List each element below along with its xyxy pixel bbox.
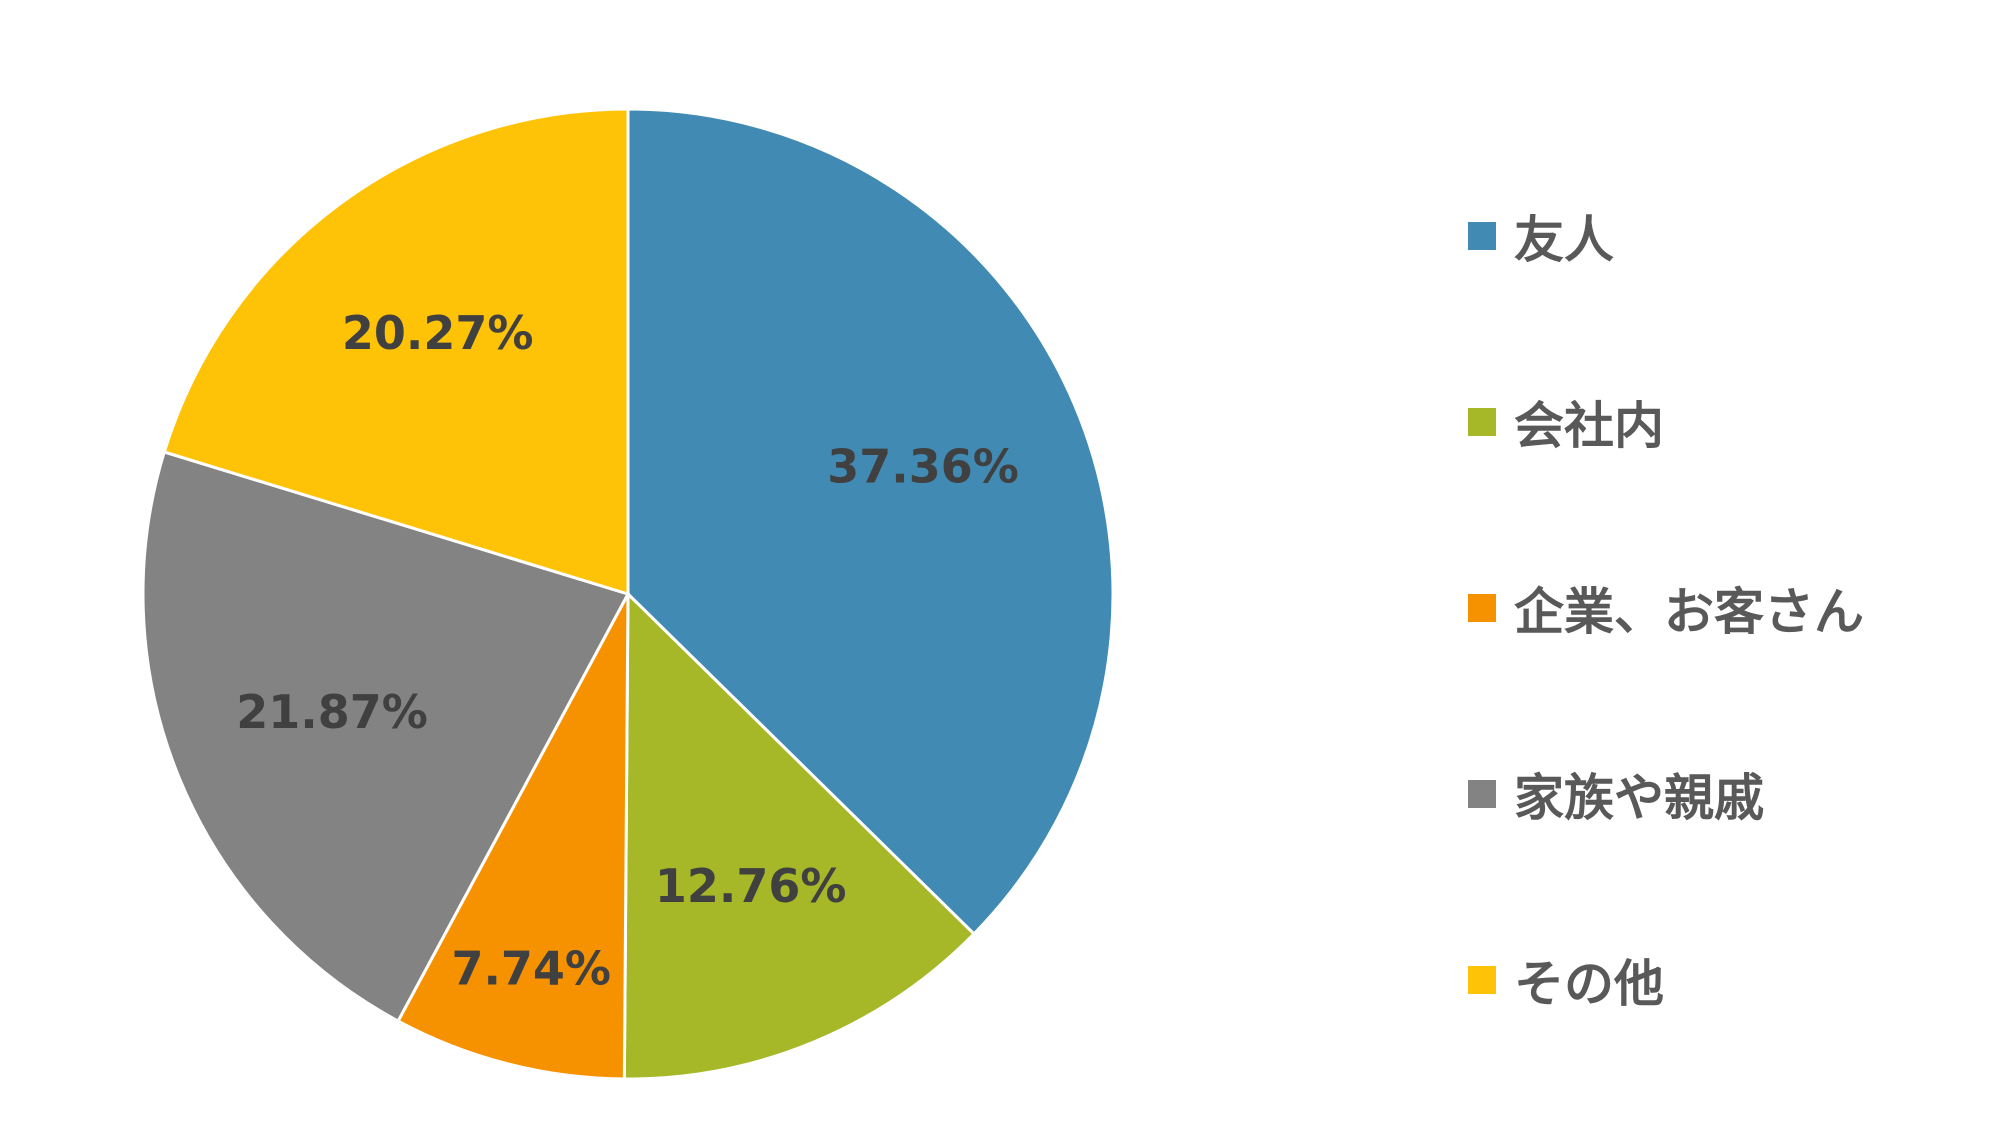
legend-label: その他 xyxy=(1514,955,1664,1013)
legend-label: 企業、お客さん xyxy=(1514,583,1864,641)
legend-label: 友人 xyxy=(1514,211,1614,269)
data-label-1: 12.76% xyxy=(655,859,847,913)
legend-swatch xyxy=(1468,408,1496,436)
legend-swatch xyxy=(1468,594,1496,622)
legend-item-3: 家族や親戚 xyxy=(1468,748,1988,840)
legend-label: 会社内 xyxy=(1514,397,1664,455)
legend-swatch xyxy=(1468,966,1496,994)
legend-item-0: 友人 xyxy=(1468,190,1988,282)
legend-item-2: 企業、お客さん xyxy=(1468,562,1988,654)
legend-item-1: 会社内 xyxy=(1468,376,1988,468)
legend: 友人会社内企業、お客さん 家族や親戚その他 xyxy=(1468,190,1988,1120)
pie-slice-0 xyxy=(626,107,1115,937)
data-label-2: 7.74% xyxy=(451,941,611,995)
legend-swatch xyxy=(1468,222,1496,250)
pie-slice-3 xyxy=(141,450,631,1024)
data-label-4: 20.27% xyxy=(342,306,534,360)
legend-swatch xyxy=(1468,780,1496,808)
pie-chart: 37.36% 12.76% 7.74% 21.87% 20.27% xyxy=(141,107,1115,1081)
data-label-3: 21.87% xyxy=(236,685,428,739)
data-label-0: 37.36% xyxy=(827,440,1019,494)
pie-slice-4 xyxy=(162,107,630,597)
pie-slice-2 xyxy=(396,593,630,1081)
legend-label: 家族や親戚 xyxy=(1514,769,1764,827)
legend-item-4: その他 xyxy=(1468,934,1988,1026)
pie-slice-1 xyxy=(622,590,977,1081)
